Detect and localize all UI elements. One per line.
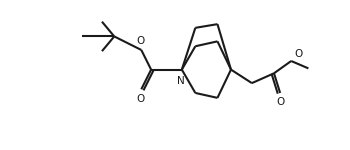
Text: O: O <box>294 49 302 58</box>
Text: O: O <box>136 94 144 104</box>
Text: N: N <box>177 76 184 87</box>
Text: O: O <box>136 36 144 45</box>
Text: O: O <box>276 97 284 107</box>
